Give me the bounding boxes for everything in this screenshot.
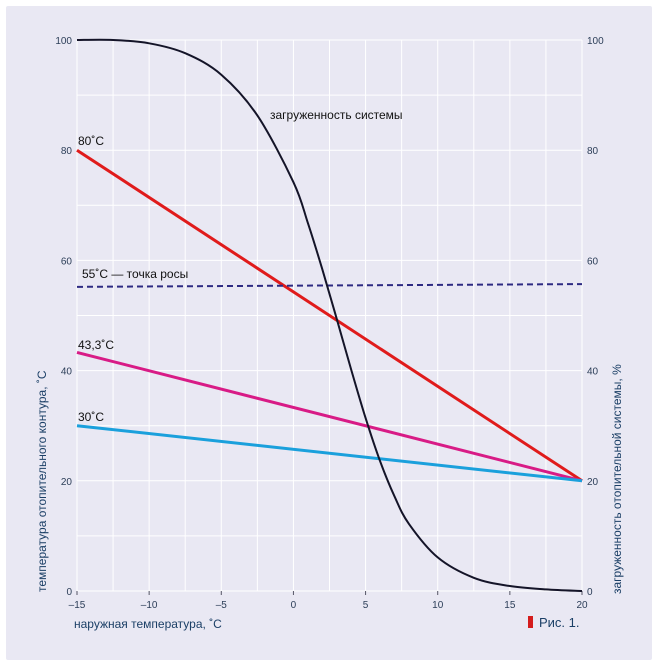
x-tick-label: 15 <box>504 600 516 611</box>
x-tick-label: –10 <box>141 600 158 611</box>
tick-labels: –15 –10 –5 0 5 10 15 20 0 0 20 20 40 40 60 60 80 80 100 100 <box>55 36 604 611</box>
y-right-tick-label: 0 <box>587 587 593 598</box>
y-left-tick-label: 100 <box>55 36 72 47</box>
y-left-tick-label: 0 <box>66 587 72 598</box>
x-tick-label: 0 <box>291 600 297 611</box>
figure-marker <box>528 616 533 628</box>
series-line-dew <box>76 283 583 288</box>
x-tick-label: 10 <box>432 600 444 611</box>
series-label-dew-point: 55˚С — точка росы <box>82 267 188 281</box>
series-lines <box>76 38 583 592</box>
gridlines <box>76 39 583 592</box>
y-right-tick-label: 100 <box>587 36 604 47</box>
chart: –15 –10 –5 0 5 10 15 20 0 0 20 20 40 40 60 60 80 80 100 100… <box>35 36 624 631</box>
y-axis-right-title: загруженность отопительной системы, % <box>610 364 624 594</box>
series-labels: 80˚С 55˚С — точка росы 43,3˚С 30˚С загру… <box>78 108 403 424</box>
series-label-system-load: загруженность системы <box>270 108 403 122</box>
series-line-t43 <box>76 350 583 483</box>
series-label-43c: 43,3˚С <box>78 338 114 352</box>
y-left-tick-label: 40 <box>61 367 73 378</box>
x-tick-label: 20 <box>576 600 588 611</box>
series-line-load <box>76 38 583 592</box>
x-tick-label: –15 <box>69 600 86 611</box>
y-left-tick-label: 80 <box>61 146 73 157</box>
y-right-tick-label: 60 <box>587 256 599 267</box>
x-axis-title: наружная температура, ˚С <box>74 617 222 631</box>
x-tick-label: 5 <box>363 600 369 611</box>
x-tick-label: –5 <box>216 600 228 611</box>
y-left-tick-label: 20 <box>61 477 73 488</box>
y-right-tick-label: 80 <box>587 146 599 157</box>
y-right-tick-label: 40 <box>587 367 599 378</box>
series-line-t80 <box>76 148 583 483</box>
y-right-tick-label: 20 <box>587 477 599 488</box>
series-label-30c: 30˚С <box>78 410 104 424</box>
series-label-80c: 80˚С <box>78 134 104 148</box>
y-axis-left-title: температура отопительного контура, ˚С <box>35 370 49 592</box>
chart-frame: –15 –10 –5 0 5 10 15 20 0 0 20 20 40 40 60 60 80 80 100 100… <box>6 6 652 660</box>
series-line-t30 <box>76 424 583 483</box>
figure-label: Рис. 1. <box>539 615 580 630</box>
y-left-tick-label: 60 <box>61 256 73 267</box>
